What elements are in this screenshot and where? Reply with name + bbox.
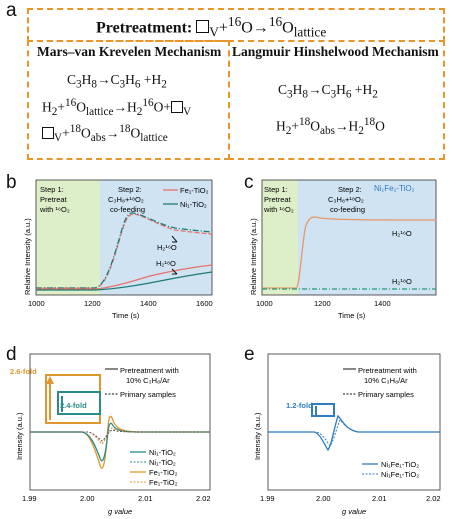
svg-text:2.02: 2.02 [426, 494, 441, 503]
legend-top-3: Primary samples [120, 390, 176, 399]
xlabel: Time (s) [112, 311, 140, 320]
legend-fe: Fe₁-TiO₂ [180, 186, 209, 195]
svg-text:1400: 1400 [140, 299, 157, 308]
legend-fe1-primary: Fe₁-TiO₂ [149, 478, 178, 487]
fold1: 2.6-fold [10, 367, 37, 376]
fold: 1.2-fold [286, 401, 313, 410]
panel-label-c: c [244, 172, 254, 193]
panel-label-a: a [6, 0, 17, 21]
legend-ni1-primary: Ni₁-TiO₂ [149, 458, 176, 467]
legend-ni1fe1: Ni₁Fe₁-TiO₂ [381, 460, 419, 469]
svg-text:1200: 1200 [84, 299, 101, 308]
xticks: 1.99 2.00 2.01 2.02 [22, 494, 211, 503]
arrow-h216o [171, 235, 178, 243]
fe1-tio2-curve [30, 415, 210, 469]
fold2: 2.4-fold [60, 401, 87, 410]
xticks: 1000 1200 1400 [256, 299, 391, 308]
xlabel: g value [342, 507, 366, 516]
legend-top-1: Pretreatment with [358, 366, 417, 375]
svg-text:2.00: 2.00 [316, 494, 331, 503]
step1-text: Step 1: Pretreat with ¹⁶O₂ [39, 185, 70, 214]
ann-h218o: H₂¹⁸O [392, 277, 412, 286]
svg-text:1400: 1400 [374, 299, 391, 308]
lh-title: Langmuir Hinshelwood Mechanism [232, 44, 439, 59]
lh-equation-2: H2+18Oabs→H218O [276, 116, 385, 138]
panel-label-d: d [6, 344, 17, 365]
chart-d: Pretreatment with 10% C₃H₈/Ar Primary sa… [10, 353, 211, 516]
legend-ni: Ni₁-TiO₂ [180, 200, 207, 209]
arrow-h218o [171, 268, 178, 275]
chart-b: Step 1: Pretreat with ¹⁶O₂ Step 2: C₃H₈+¹⁸O… [23, 179, 213, 320]
svg-text:1600: 1600 [196, 299, 213, 308]
mvk-title: Mars–van Krevelen Mechanism [37, 44, 222, 59]
ylabel: Relative Intensity (a.u.) [23, 218, 32, 295]
ylabel: Relative Intensity (a.u.) [249, 218, 258, 295]
xlabel: Time (s) [338, 311, 366, 320]
svg-text:1000: 1000 [256, 299, 273, 308]
step2-text: Step 2: C₃H₈+¹⁸O₂ co-feeding [108, 185, 145, 214]
fold-bar-blue [311, 403, 335, 417]
step2-region [298, 180, 436, 295]
fold-bar-teal [57, 391, 101, 415]
panel-label-e: e [244, 344, 255, 365]
legend-fe1: Fe₁-TiO₂ [149, 468, 178, 477]
ni-h218o-curve [36, 271, 213, 291]
step2-text: Step 2: C₃H₈+¹⁸O₂ co-feeding [328, 185, 365, 214]
fe-h218o-curve [36, 264, 213, 290]
h216o-curve [262, 216, 437, 289]
fe1-tio2-primary-curve [30, 427, 210, 445]
step2-region [100, 180, 212, 295]
lh-equation-1: C3H8→C3H6 +H2 [278, 82, 378, 101]
svg-text:2.01: 2.01 [372, 494, 387, 503]
chart-c: Step 1: Pretreat with ¹⁶O₂ Step 2: C₃H₈+¹⁸O… [249, 179, 437, 320]
legend-top-2: 10% C₃H₈/Ar [364, 376, 408, 385]
ni1fe1-primary-curve [268, 419, 440, 447]
ann-h216o: H₂¹⁶O [392, 229, 412, 238]
ylabel: Intensity (a.u.) [15, 412, 24, 460]
xticks: 1000 1200 1400 1600 [28, 299, 213, 308]
legend: Ni₁Fe₁-TiO₂ [374, 184, 415, 193]
plot-frame [267, 353, 441, 491]
svg-text:1.99: 1.99 [260, 494, 275, 503]
ni1fe1-curve [268, 414, 440, 452]
xlabel: g value [108, 507, 132, 516]
svg-text:2.02: 2.02 [196, 494, 211, 503]
ni-h216o-curve [36, 212, 213, 289]
svg-text:2.01: 2.01 [138, 494, 153, 503]
ann-h218o: H₂¹⁸O [156, 259, 176, 268]
mvk-equation-1: C3H8→C3H6 +H2 [67, 72, 167, 91]
legend-top-1: Pretreatment with [120, 366, 179, 375]
ni1-tio2-curve [30, 422, 210, 462]
legend-ni1fe1-primary: Ni₁Fe₁-TiO₂ [381, 470, 419, 479]
legend-top-2: 10% C₃H₈/Ar [126, 376, 170, 385]
fold-bar-orange [45, 374, 101, 424]
step1-text: Step 1: Pretreat with ¹⁶O₂ [263, 185, 294, 214]
plot-frame [29, 353, 211, 491]
chart-e: Pretreatment with 10% C₃H₈/Ar Primary sa… [253, 353, 441, 516]
lh-box [228, 40, 445, 160]
svg-text:1000: 1000 [28, 299, 45, 308]
mvk-equation-2: H2+16Olattice→H216O+ V [42, 97, 192, 119]
plot-frame [261, 179, 437, 296]
svg-text:1200: 1200 [314, 299, 331, 308]
pretreatment-equation: Pretreatment: V+16O→16Olattice [96, 14, 327, 40]
svg-text:2.00: 2.00 [80, 494, 95, 503]
legend-top-3: Primary samples [358, 390, 414, 399]
mvk-equation-3: V+18Oabs→18Olattice [42, 123, 168, 144]
plot-frame [35, 179, 213, 296]
xticks: 1.99 2.00 2.01 2.02 [260, 494, 441, 503]
step1-region [36, 180, 100, 295]
step1-region [262, 180, 298, 295]
ylabel: Intensity (a.u.) [253, 412, 262, 460]
ann-h216o: H₂¹⁶O [157, 243, 177, 252]
legend-ni1: Ni₁-TiO₂ [149, 448, 176, 457]
svg-text:1.99: 1.99 [22, 494, 37, 503]
panel-label-b: b [6, 172, 17, 193]
